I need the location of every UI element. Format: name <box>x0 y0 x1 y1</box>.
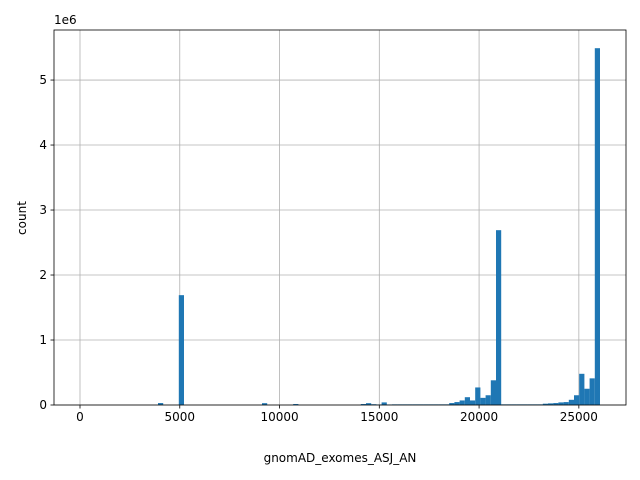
bar <box>548 403 554 405</box>
bar <box>480 397 486 405</box>
bar <box>475 387 481 405</box>
bar <box>594 48 600 406</box>
bar <box>158 403 164 405</box>
bar <box>558 402 564 405</box>
y-tick-label: 1 <box>39 333 47 347</box>
y-axis-label: count <box>15 201 29 235</box>
y-tick-label: 4 <box>39 138 47 152</box>
x-tick-label: 15000 <box>360 410 398 424</box>
y-tick-label: 2 <box>39 268 47 282</box>
bar <box>496 230 502 405</box>
bar <box>454 402 460 405</box>
bar <box>366 403 372 405</box>
bar <box>381 402 387 405</box>
bar <box>464 397 470 405</box>
x-tick-label: 5000 <box>164 410 195 424</box>
y-offset-text: 1e6 <box>54 13 77 27</box>
bar <box>579 373 585 405</box>
y-tick-label: 0 <box>39 398 47 412</box>
bar <box>584 388 590 405</box>
x-tick-label: 20000 <box>460 410 498 424</box>
bar <box>293 404 299 405</box>
x-tick-label: 25000 <box>560 410 598 424</box>
y-tick-label: 3 <box>39 203 47 217</box>
bar <box>178 295 184 405</box>
x-tick-label: 0 <box>76 410 84 424</box>
bar <box>490 380 496 405</box>
bar <box>360 404 366 405</box>
bar <box>563 402 569 405</box>
x-axis-label: gnomAD_exomes_ASJ_AN <box>264 451 417 465</box>
y-tick-label: 5 <box>39 73 47 87</box>
bar <box>589 378 595 405</box>
bar <box>574 395 580 405</box>
axes-frame <box>53 29 627 406</box>
bar <box>470 400 476 405</box>
x-tick-label: 10000 <box>260 410 298 424</box>
bar <box>485 395 491 405</box>
bar <box>262 403 268 405</box>
bar <box>553 403 559 405</box>
bar <box>568 399 574 405</box>
bar <box>449 403 455 405</box>
bar <box>542 403 548 405</box>
bar <box>459 400 465 405</box>
